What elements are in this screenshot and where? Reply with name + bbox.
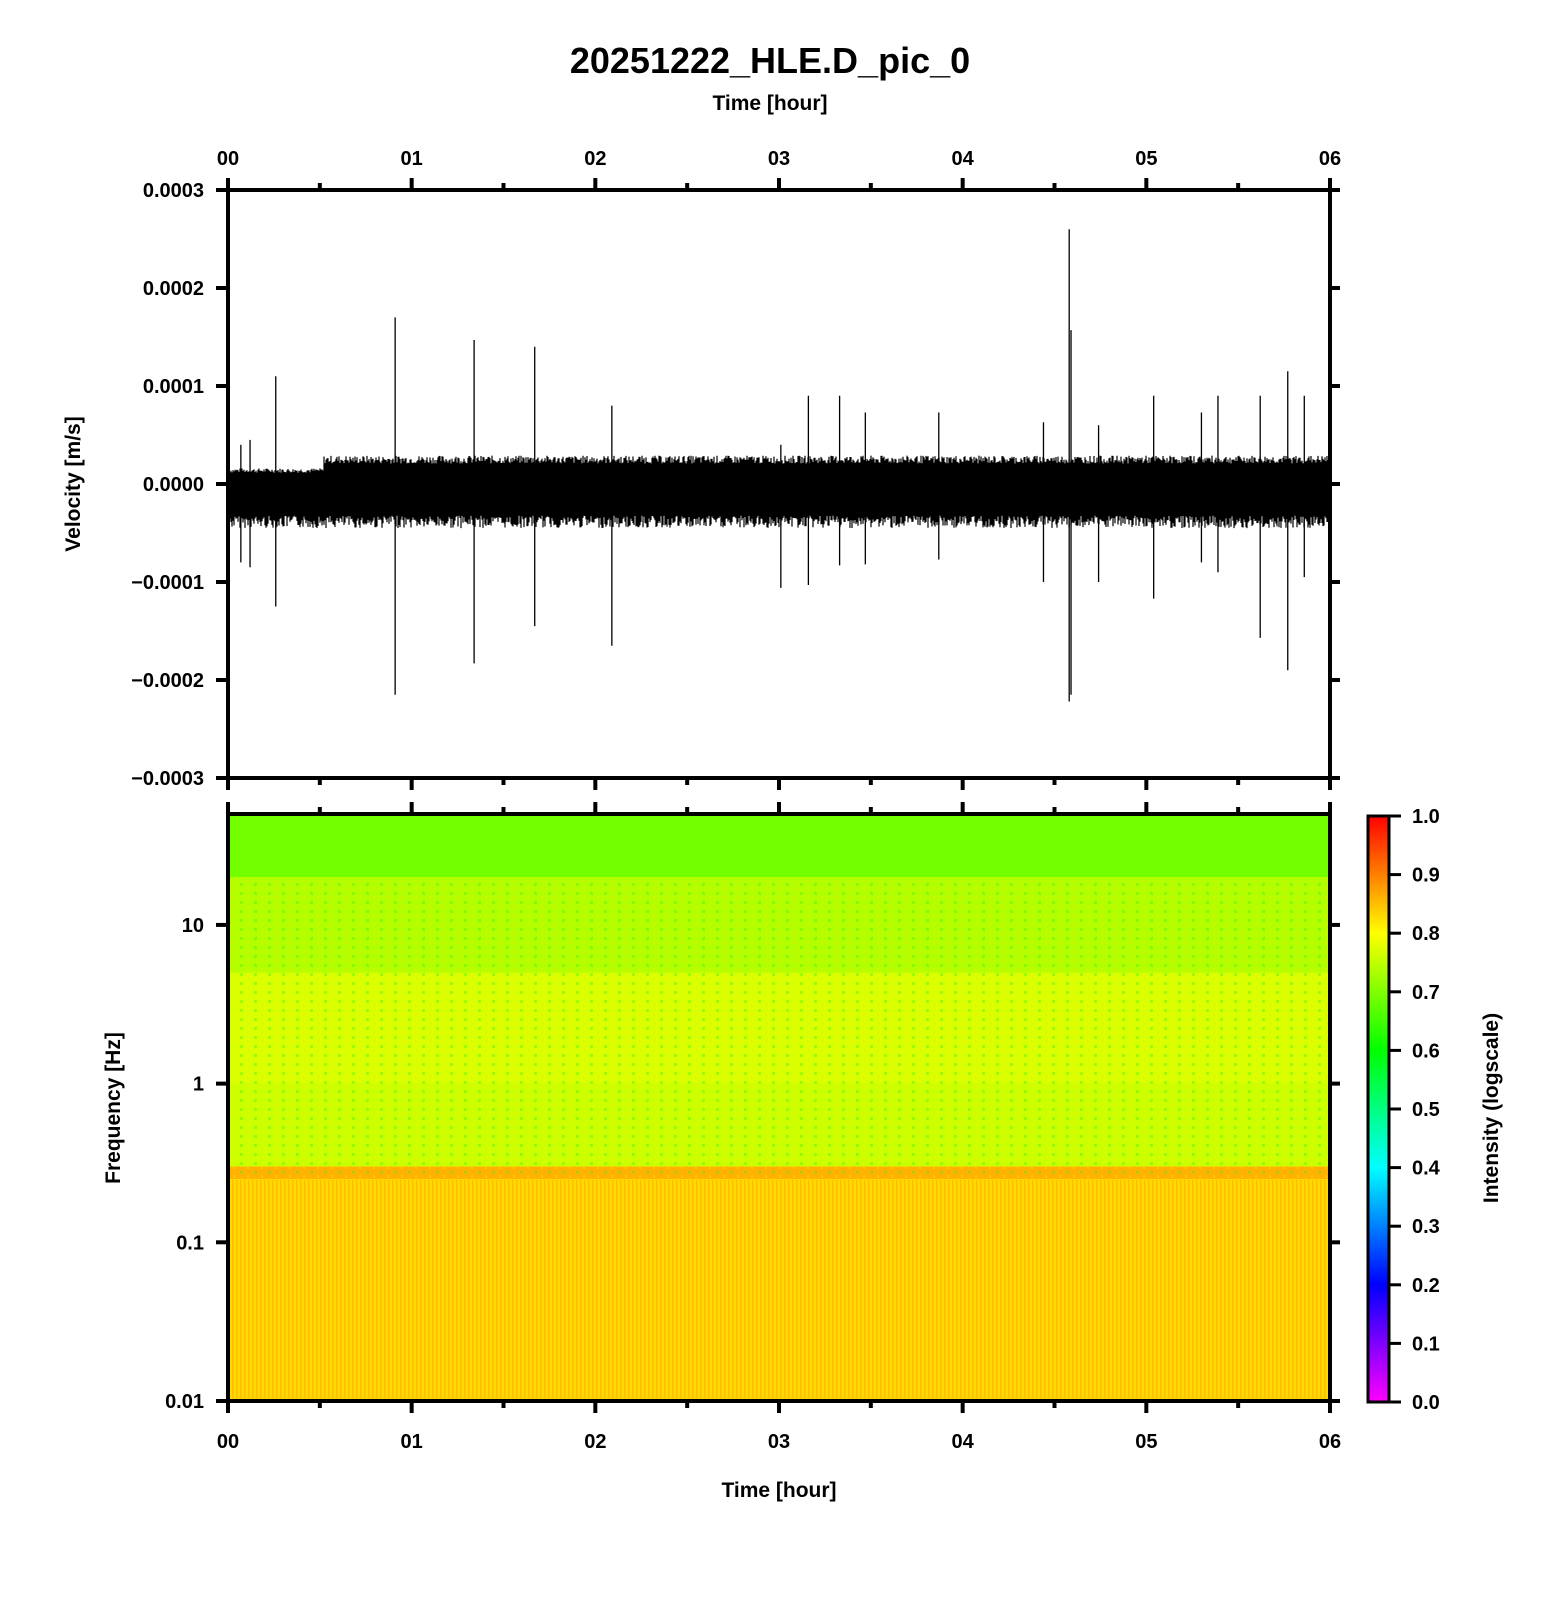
y-tick-label: 0.01	[165, 1391, 204, 1413]
y-tick-label: 0.0000	[143, 474, 204, 496]
x-tick-label: 04	[952, 1431, 975, 1453]
colorbar-tick-label: 0.3	[1412, 1216, 1440, 1238]
colorbar-tick-label: 0.0	[1412, 1392, 1440, 1414]
colorbar-tick-label: 0.5	[1412, 1099, 1440, 1121]
y-tick-label: 0.0003	[143, 180, 204, 202]
x-tick-label: 01	[401, 148, 423, 170]
x-tick-label: 06	[1319, 148, 1341, 170]
colorbar-tick-label: 0.6	[1412, 1040, 1440, 1062]
colorbar-tick-label: 0.1	[1412, 1333, 1440, 1355]
spectrogram-y-tick-labels: 10 1 0.1 0.01	[165, 915, 204, 1413]
y-tick-label: 0.0001	[143, 376, 204, 398]
y-tick-label: 10	[182, 915, 204, 937]
x-tick-label: 02	[584, 1431, 606, 1453]
colorbar-tick-label: 1.0	[1412, 806, 1440, 828]
spectrogram-ticks	[216, 802, 1340, 1413]
velocity-axis-label: Velocity [m/s]	[62, 416, 85, 551]
waveform-y-tick-labels: 0.0003 0.0002 0.0001 0.0000 −0.0001 −0.0002 −0…	[131, 180, 204, 790]
colorbar-ticks: 1.0 0.9 0.8 0.7 0.6 0.5 0.4 0.3 0.2 0.1 0.0	[1389, 806, 1441, 1414]
spectrogram-x-tick-labels: 00 01 02 03 04 05 06	[217, 1431, 1341, 1453]
x-tick-label: 00	[217, 148, 239, 170]
x-tick-label: 05	[1135, 1431, 1157, 1453]
waveform-trace	[228, 229, 1329, 702]
spectrogram-stripes	[228, 1180, 1330, 1401]
x-tick-label: 03	[768, 1431, 790, 1453]
colorbar-tick-label: 0.2	[1412, 1275, 1440, 1297]
colorbar: 1.0 0.9 0.8 0.7 0.6 0.5 0.4 0.3 0.2 0.1 0.0 Intens…	[1366, 806, 1503, 1414]
waveform-ticks	[216, 178, 1340, 790]
x-tick-label: 05	[1135, 148, 1157, 170]
y-tick-label: −0.0001	[131, 572, 204, 594]
colorbar-label: Intensity (logscale)	[1480, 1013, 1503, 1203]
y-tick-label: 1	[193, 1074, 204, 1096]
waveform-x-tick-labels: 00 01 02 03 04 05 06	[217, 148, 1341, 170]
colorbar-scale	[1366, 814, 1391, 1404]
y-tick-label: 0.1	[176, 1232, 204, 1254]
y-tick-label: 0.0002	[143, 278, 204, 300]
y-tick-label: −0.0002	[131, 670, 204, 692]
spectrogram-panel: 00 01 02 03 04 05 06 10 1 0.1 0.01 Frequency [Hz]…	[102, 802, 1341, 1502]
colorbar-tick-label: 0.4	[1412, 1158, 1441, 1180]
x-tick-label: 01	[401, 1431, 423, 1453]
x-tick-label: 02	[584, 148, 606, 170]
bottom-x-axis-label: Time [hour]	[721, 1479, 836, 1502]
x-tick-label: 04	[952, 148, 975, 170]
colorbar-tick-label: 0.7	[1412, 982, 1440, 1004]
chart-title: 20251222_HLE.D_pic_0	[570, 40, 970, 81]
x-tick-label: 03	[768, 148, 790, 170]
top-x-axis-label: Time [hour]	[712, 92, 827, 115]
frequency-axis-label: Frequency [Hz]	[102, 1032, 125, 1184]
spectrogram-speckle	[228, 880, 1330, 1180]
noise-band	[228, 455, 1329, 529]
colorbar-tick-label: 0.8	[1412, 923, 1440, 945]
y-tick-label: −0.0003	[131, 768, 204, 790]
x-tick-label: 00	[217, 1431, 239, 1453]
x-tick-label: 06	[1319, 1431, 1341, 1453]
waveform-panel: 00 01 02 03 04 05 06 0.0003 0.0002 0.0001 0.0000 −…	[62, 148, 1341, 790]
colorbar-tick-label: 0.9	[1412, 865, 1440, 887]
